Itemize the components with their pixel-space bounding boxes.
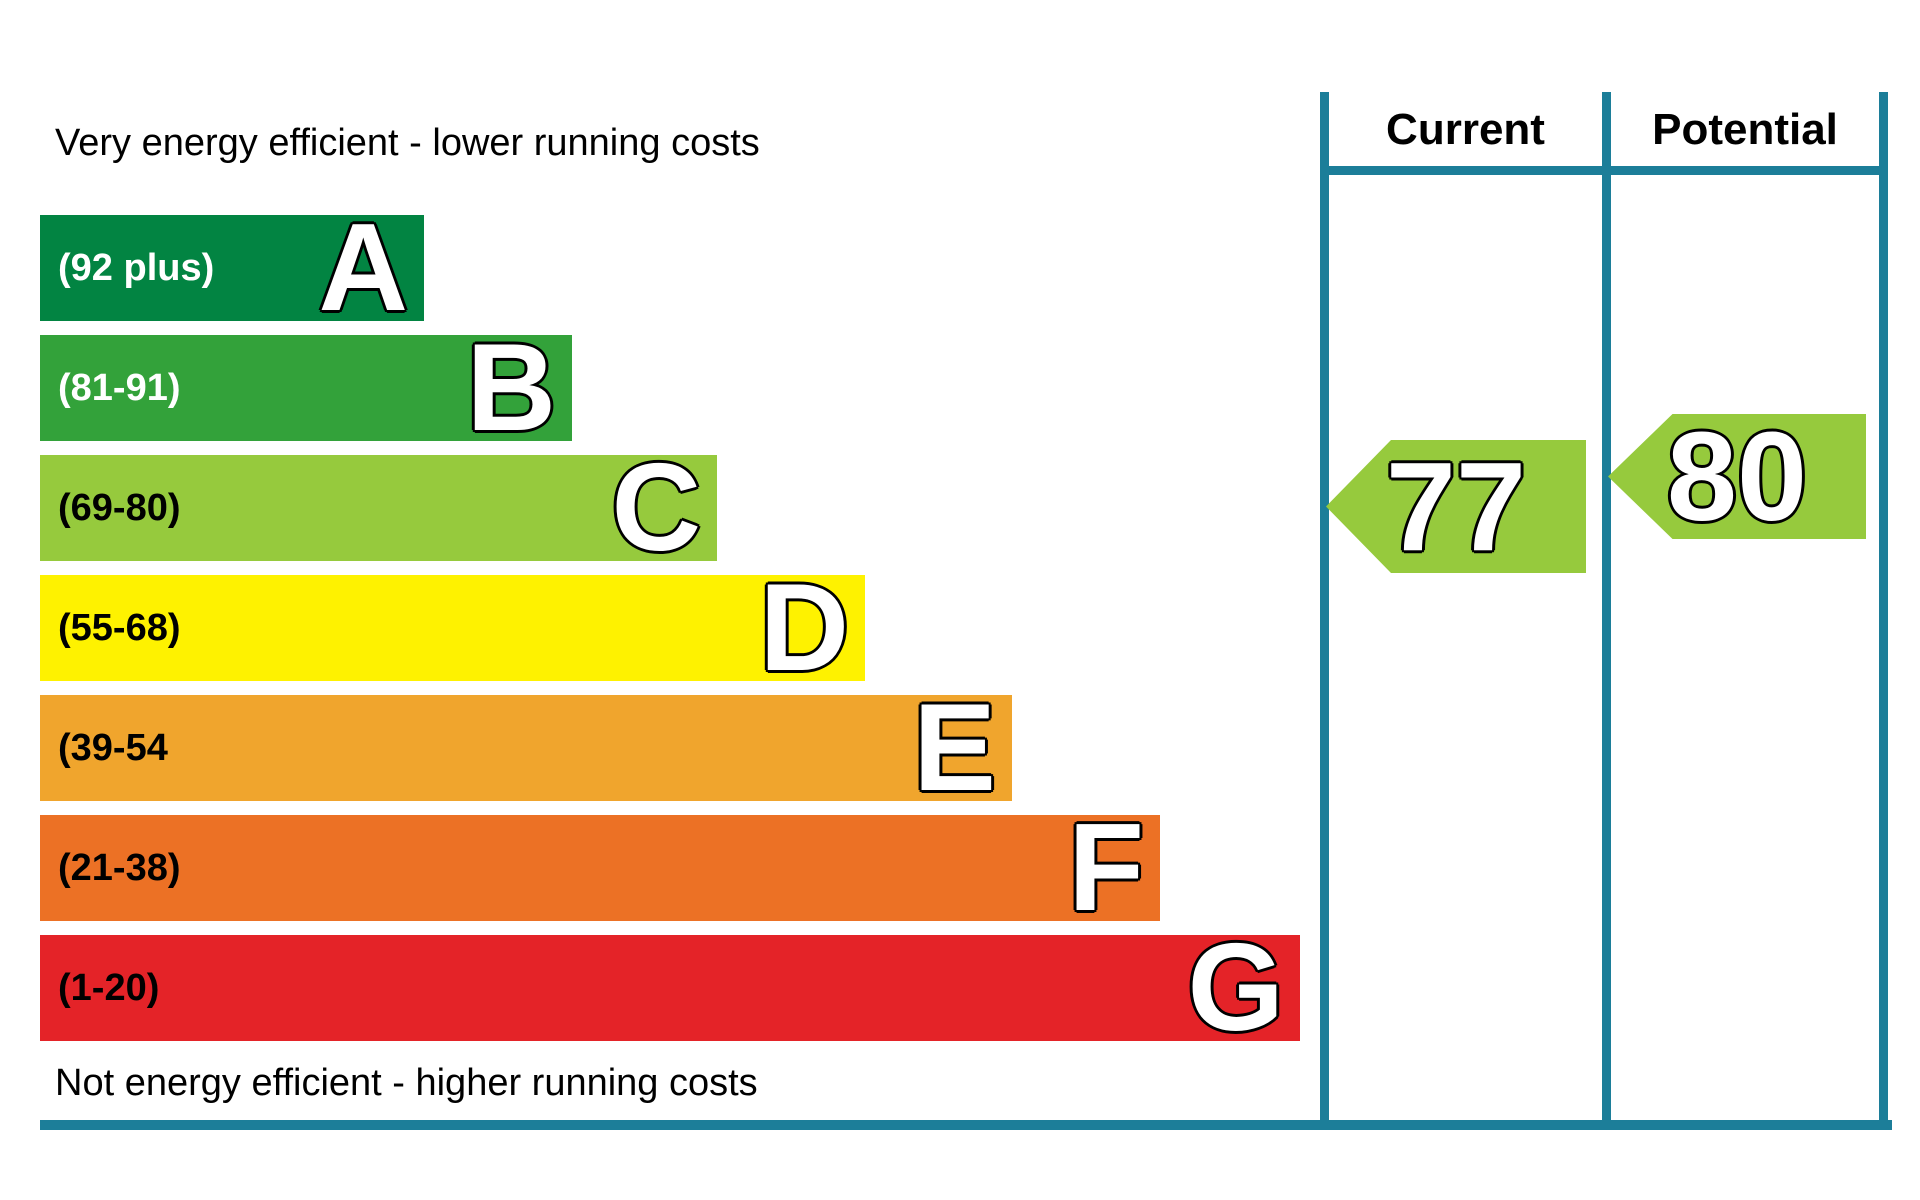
- current-rating-arrow: 77: [1326, 440, 1586, 573]
- band-c-range-label: (69-80): [58, 486, 181, 529]
- current-column-header: Current: [1386, 105, 1545, 154]
- band-b: (81-91) B: [40, 319, 572, 457]
- band-d-letter: D: [759, 559, 849, 697]
- top-caption: Very energy efficient - lower running co…: [55, 122, 760, 164]
- chart-bottom-rule: [40, 1120, 1892, 1130]
- band-e-letter: E: [913, 679, 996, 817]
- band-g: (1-20) G: [40, 919, 1300, 1057]
- table-right-border: [1879, 92, 1888, 1130]
- band-d: (55-68) D: [40, 559, 865, 697]
- band-b-letter: B: [466, 319, 556, 457]
- band-g-letter: G: [1187, 919, 1284, 1057]
- table-middle-border: [1602, 92, 1611, 1130]
- band-e-range-label: (39-54: [58, 726, 168, 769]
- band-a-range-label: (92 plus): [58, 246, 215, 289]
- band-a-letter: A: [318, 199, 408, 337]
- current-rating-value: 77: [1385, 435, 1527, 577]
- potential-rating-value: 80: [1666, 405, 1808, 547]
- band-b-range-label: (81-91): [58, 366, 181, 409]
- band-f-range-label: (21-38): [58, 846, 181, 889]
- band-g-range-label: (1-20): [58, 966, 160, 1009]
- band-a: (92 plus) A: [40, 199, 424, 337]
- table-header-rule: [1320, 166, 1888, 175]
- band-f: (21-38) F: [40, 799, 1160, 937]
- band-c: (69-80) C: [40, 439, 717, 577]
- band-e: (39-54 E: [40, 679, 1012, 817]
- potential-column-header: Potential: [1652, 105, 1838, 154]
- potential-rating-arrow: 80: [1608, 414, 1866, 539]
- band-f-letter: F: [1068, 799, 1144, 937]
- bottom-caption: Not energy efficient - higher running co…: [55, 1062, 758, 1104]
- band-d-range-label: (55-68): [58, 606, 181, 649]
- band-c-letter: C: [611, 439, 701, 577]
- table-left-border: [1320, 92, 1329, 1130]
